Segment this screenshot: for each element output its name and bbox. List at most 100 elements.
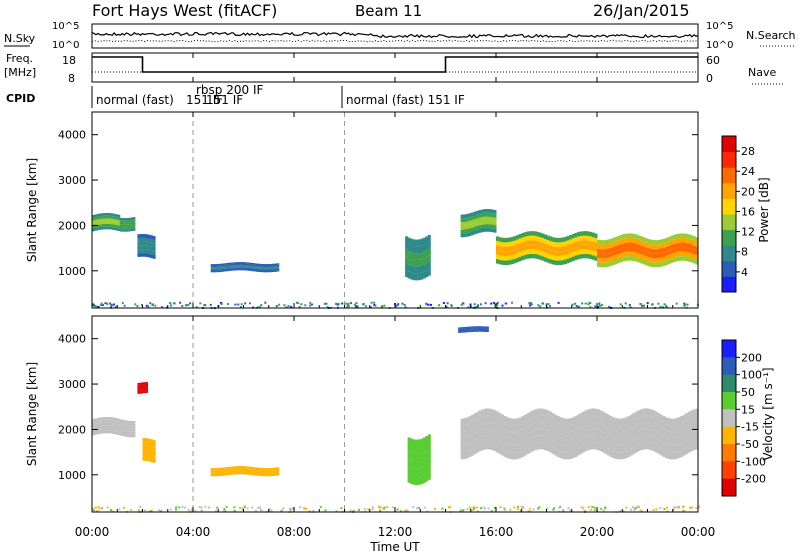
echo-cell [574,436,578,444]
echo-cell [117,418,121,422]
echo-cell [119,427,123,431]
echo-cell [233,262,237,264]
echo-cell [571,424,575,431]
echo-cell [112,224,116,228]
speckle-cell [442,302,445,304]
echo-cell [675,247,679,253]
echo-cell [624,417,628,425]
speckle-cell [289,510,292,512]
echo-cell [614,236,618,242]
echo-cell [114,418,118,421]
echo-cell [129,434,133,438]
echo-cell [468,329,472,331]
echo-cell [488,435,492,443]
echo-cell [150,242,154,247]
echo-cell [604,262,608,268]
echo-cell [642,237,646,242]
echo-cell [251,263,255,265]
echo-cell [97,423,100,426]
echo-cell [655,258,659,263]
echo-cell [589,231,593,237]
echo-cell [617,244,621,250]
echo-cell [501,242,504,247]
echo-cell [129,219,133,223]
speckle-cell [363,508,366,510]
echo-cell [680,450,684,457]
echo-cell [586,443,590,451]
echo-cell [463,452,467,460]
echo-cell [271,473,275,475]
echo-cell [680,416,684,423]
speckle-cell [264,301,267,304]
echo-cell [559,237,563,243]
echo-cell [501,434,504,442]
echo-cell [639,443,643,451]
echo-cell [503,256,507,261]
echo-cell [251,269,255,272]
speckle-cell [662,306,665,309]
echo-cell [268,469,272,471]
echo-cell [490,209,494,214]
echo-cell [639,436,643,444]
echo-cell [493,423,497,431]
colorbar-swatch [722,357,736,376]
echo-cell [268,266,272,269]
echo-cell [594,238,598,243]
echo-cell [104,223,108,227]
echo-cell [235,467,239,469]
echo-cell [465,330,469,332]
echo-cell [642,415,646,423]
echo-cell [490,213,494,217]
echo-cell [607,435,611,442]
echo-cell [261,265,265,267]
echo-cell [531,444,535,452]
speckle-cell [289,508,292,511]
echo-cell [637,430,641,438]
speckle-cell [246,507,249,510]
echo-cell [417,273,421,281]
echo-cell [475,439,479,446]
echo-cell [667,452,671,459]
echo-cell [460,226,464,230]
speckle-cell [114,305,117,308]
speckle-cell [220,303,223,305]
echo-cell [94,222,98,226]
echo-region [119,217,136,232]
echo-cell [132,429,136,432]
speckle-cell [490,302,493,305]
echo-cell [523,232,527,237]
echo-cell [122,229,126,232]
echo-cell [422,445,426,453]
echo-cell [508,418,512,425]
echo-cell [574,416,578,423]
echo-cell [117,225,121,229]
echo-cell [273,265,277,267]
echo-cell [602,418,605,426]
echo-cell [213,472,217,474]
echo-cell [592,428,595,436]
echo-cell [152,247,156,252]
nsky-trace [91,31,699,39]
echo-cell [485,224,489,228]
echo-cell [485,328,489,330]
echo-cell [632,447,636,454]
echo-cell [256,266,260,268]
echo-cell [544,234,547,239]
echo-cell [523,241,527,246]
echo-cell [614,250,618,255]
echo-cell [230,469,234,471]
echo-cell [263,470,267,473]
echo-cell [667,254,671,260]
echo-cell [220,474,224,476]
echo-cell [246,266,249,268]
echo-cell [410,468,414,477]
echo-cell [137,241,141,246]
echo-cell [599,430,603,438]
echo-cell [516,425,520,432]
echo-cell [685,419,689,427]
colorbar-swatch [722,167,736,184]
echo-cell [241,467,244,469]
echo-cell [238,472,242,475]
echo-cell [119,227,123,230]
echo-cell [493,417,497,424]
